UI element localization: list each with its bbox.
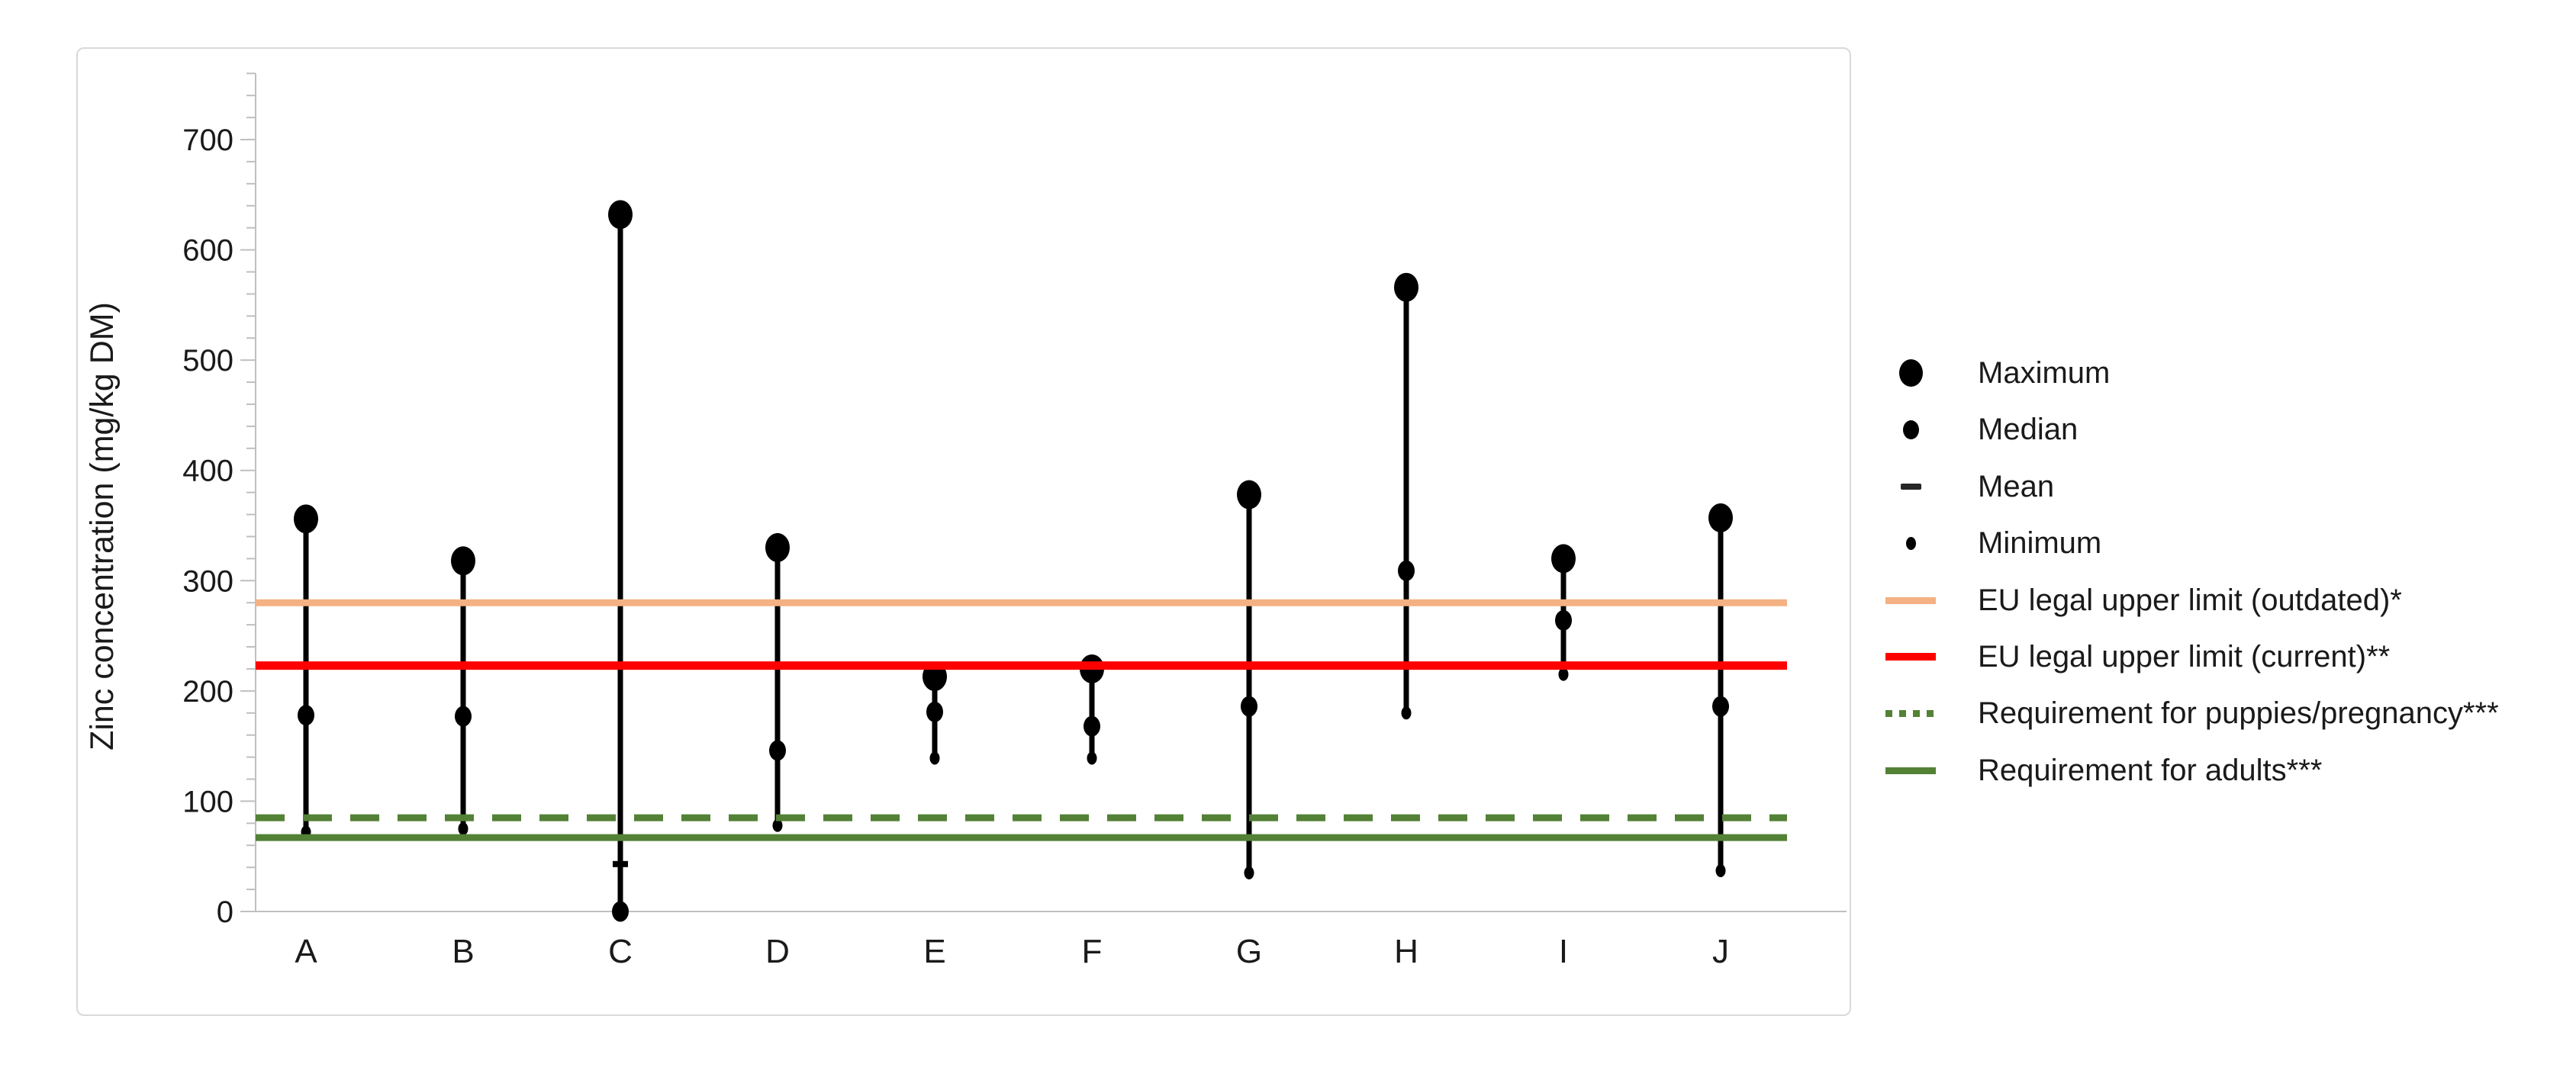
- chart-card: [76, 47, 1851, 1016]
- dot-medium-swatch: [1902, 420, 1919, 439]
- x-tick-label-D: D: [765, 933, 790, 970]
- minimum-dot-B: [458, 822, 469, 836]
- x-tick-label-H: H: [1394, 933, 1418, 970]
- x-tick-label-J: J: [1712, 933, 1729, 970]
- dot-large-icon: [1871, 359, 1950, 387]
- x-tick-label-I: I: [1559, 933, 1568, 970]
- x-tick-label-G: G: [1236, 933, 1262, 970]
- x-tick-label-E: E: [923, 933, 945, 970]
- y-tick-label: 500: [182, 344, 233, 378]
- dot-large-swatch: [1898, 359, 1923, 387]
- legend-label: Maximum: [1978, 355, 2111, 390]
- maximum-dot-G: [1237, 480, 1261, 510]
- legend-label: Median: [1978, 412, 2079, 446]
- line-current-swatch: [1885, 653, 1936, 661]
- dot-small-icon: [1871, 536, 1950, 550]
- mean-dash-C: [613, 860, 628, 867]
- median-dot-A: [298, 705, 314, 726]
- minimum-dot-C: [615, 905, 626, 918]
- median-dot-J: [1712, 696, 1729, 717]
- y-tick-label: 300: [182, 564, 233, 598]
- minimum-dot-E: [929, 751, 940, 765]
- y-tick-label: 100: [182, 785, 233, 818]
- median-dot-I: [1555, 609, 1572, 631]
- legend-label: EU legal upper limit (current)**: [1978, 639, 2391, 674]
- minimum-dot-H: [1401, 706, 1412, 720]
- legend-label: Mean: [1978, 469, 2055, 503]
- median-dot-F: [1084, 715, 1100, 737]
- dot-small-swatch: [1905, 536, 1916, 550]
- line-adults-icon: [1871, 767, 1950, 774]
- median-dot-H: [1398, 560, 1415, 581]
- x-tick-label-B: B: [452, 933, 474, 970]
- maximum-dot-J: [1708, 503, 1733, 532]
- maximum-dot-H: [1394, 272, 1418, 302]
- line-outdated-icon: [1871, 596, 1950, 604]
- legend-label: Requirement for puppies/pregnancy***: [1978, 696, 2499, 730]
- dot-medium-icon: [1871, 420, 1950, 439]
- median-dot-D: [769, 740, 786, 761]
- legend-item-mean: Mean: [1871, 458, 2054, 515]
- line-puppies-icon: [1871, 709, 1950, 717]
- maximum-dot-C: [608, 200, 633, 230]
- y-tick-label: 0: [217, 895, 233, 929]
- legend-item-minimum: Minimum: [1871, 515, 2101, 571]
- x-tick-label-F: F: [1082, 933, 1103, 970]
- line-current-icon: [1871, 653, 1950, 661]
- minimum-dot-G: [1244, 866, 1254, 879]
- y-axis-title: Zinc concentration (mg/kg DM): [84, 302, 121, 751]
- line-puppies-swatch: [1885, 709, 1936, 717]
- legend-item-median: Median: [1871, 401, 2078, 458]
- median-dot-E: [926, 701, 943, 722]
- minimum-dot-I: [1558, 667, 1569, 681]
- minimum-dot-J: [1715, 864, 1726, 878]
- maximum-dot-I: [1551, 544, 1576, 574]
- legend-label: Minimum: [1978, 526, 2102, 560]
- legend-item-requirement-for-adults: Requirement for adults***: [1871, 742, 2322, 799]
- legend-label: Requirement for adults***: [1978, 753, 2323, 787]
- median-dot-B: [455, 706, 472, 727]
- line-adults-swatch: [1885, 767, 1936, 774]
- x-tick-label-C: C: [608, 933, 633, 970]
- median-dot-G: [1241, 696, 1257, 717]
- minimum-dot-F: [1087, 751, 1097, 765]
- legend-item-maximum: Maximum: [1871, 345, 2110, 401]
- line-outdated-swatch: [1885, 596, 1936, 604]
- legend-item-eu-legal-upper-limit-current: EU legal upper limit (current)**: [1871, 629, 2390, 685]
- y-tick-label: 400: [182, 455, 233, 488]
- y-tick-label: 700: [182, 124, 233, 157]
- dash-icon: [1871, 484, 1950, 490]
- dash-swatch: [1900, 484, 1921, 490]
- minimum-dot-D: [772, 818, 783, 832]
- y-tick-label: 600: [182, 234, 233, 268]
- y-tick-label: 200: [182, 675, 233, 709]
- legend-item-requirement-for-puppies-pregnancy: Requirement for puppies/pregnancy***: [1871, 685, 2499, 741]
- maximum-dot-D: [765, 532, 790, 562]
- maximum-dot-A: [294, 504, 318, 534]
- legend-item-eu-legal-upper-limit-outdated: EU legal upper limit (outdated)*: [1871, 572, 2402, 629]
- maximum-dot-B: [451, 546, 475, 576]
- x-tick-label-A: A: [295, 933, 317, 970]
- legend-label: EU legal upper limit (outdated)*: [1978, 583, 2402, 617]
